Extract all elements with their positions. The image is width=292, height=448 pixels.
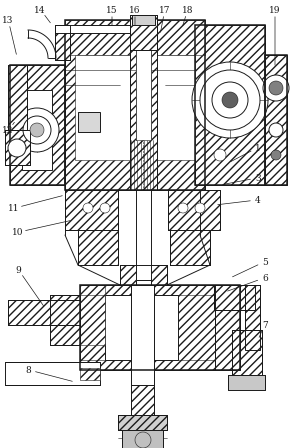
Bar: [265, 55, 287, 185]
Bar: [10, 65, 65, 185]
Bar: [232, 330, 262, 375]
Circle shape: [8, 139, 26, 157]
Bar: [78, 230, 118, 265]
Bar: [8, 65, 27, 130]
Circle shape: [178, 203, 188, 213]
Text: 6: 6: [262, 273, 268, 283]
Bar: [80, 285, 240, 370]
Bar: [265, 55, 287, 185]
Bar: [65, 20, 205, 190]
Text: 9: 9: [15, 266, 21, 275]
Circle shape: [192, 62, 268, 138]
Bar: [65, 190, 118, 230]
Bar: [118, 415, 167, 430]
Bar: [130, 45, 157, 190]
Text: 19: 19: [269, 5, 281, 14]
Bar: [22, 90, 52, 170]
Bar: [130, 15, 157, 50]
Bar: [131, 285, 154, 385]
Bar: [8, 65, 27, 130]
Bar: [65, 190, 118, 230]
Circle shape: [214, 149, 226, 161]
Circle shape: [23, 116, 51, 144]
Bar: [5, 130, 30, 165]
Bar: [245, 285, 260, 350]
Bar: [78, 230, 118, 265]
Text: 13: 13: [2, 16, 14, 25]
Bar: [195, 25, 265, 185]
Bar: [75, 55, 195, 160]
Bar: [50, 295, 80, 345]
Circle shape: [30, 123, 44, 137]
Bar: [131, 385, 154, 415]
Bar: [170, 230, 210, 265]
Bar: [132, 15, 155, 25]
Bar: [215, 285, 240, 370]
Bar: [232, 330, 262, 375]
Circle shape: [100, 203, 110, 213]
Bar: [214, 285, 255, 310]
Bar: [120, 265, 167, 285]
Bar: [65, 20, 205, 190]
Circle shape: [269, 81, 283, 95]
Text: 17: 17: [159, 5, 171, 14]
Text: 4: 4: [255, 195, 261, 204]
Text: 18: 18: [182, 5, 194, 14]
Text: 16: 16: [129, 5, 141, 14]
Circle shape: [269, 123, 283, 137]
Bar: [136, 45, 151, 140]
Bar: [55, 25, 130, 33]
Text: 8: 8: [25, 366, 31, 375]
Circle shape: [222, 92, 238, 108]
Bar: [245, 285, 260, 350]
Text: 12: 12: [2, 125, 14, 134]
Circle shape: [200, 70, 260, 130]
Text: 5: 5: [262, 258, 268, 267]
Bar: [5, 362, 100, 385]
Bar: [170, 230, 210, 265]
Bar: [130, 45, 157, 190]
Bar: [168, 190, 220, 230]
Bar: [136, 190, 151, 280]
Text: 3: 3: [255, 173, 261, 182]
Text: 15: 15: [106, 5, 118, 14]
Circle shape: [263, 75, 289, 101]
Circle shape: [15, 108, 59, 152]
Bar: [8, 300, 80, 325]
Text: 14: 14: [34, 5, 46, 14]
Bar: [8, 300, 80, 325]
Bar: [80, 368, 100, 380]
Text: 11: 11: [8, 203, 20, 212]
Bar: [80, 285, 105, 345]
Bar: [55, 25, 70, 60]
Bar: [120, 265, 167, 285]
Text: 1: 1: [255, 143, 261, 152]
Bar: [78, 112, 100, 132]
Text: 10: 10: [12, 228, 24, 237]
Bar: [118, 415, 167, 430]
Bar: [105, 295, 178, 360]
Circle shape: [212, 82, 248, 118]
Bar: [50, 295, 80, 345]
Bar: [122, 430, 163, 448]
Text: 7: 7: [262, 320, 268, 329]
Bar: [65, 20, 205, 55]
Bar: [136, 280, 151, 300]
Bar: [80, 285, 240, 370]
Circle shape: [271, 150, 281, 160]
Circle shape: [195, 203, 205, 213]
Bar: [131, 385, 154, 415]
Bar: [214, 285, 255, 310]
Bar: [130, 15, 157, 50]
Bar: [5, 130, 30, 165]
Bar: [168, 190, 220, 230]
Bar: [10, 65, 65, 185]
Bar: [55, 25, 70, 60]
Bar: [215, 285, 240, 370]
Bar: [195, 25, 265, 185]
Bar: [228, 375, 265, 390]
Circle shape: [83, 203, 93, 213]
